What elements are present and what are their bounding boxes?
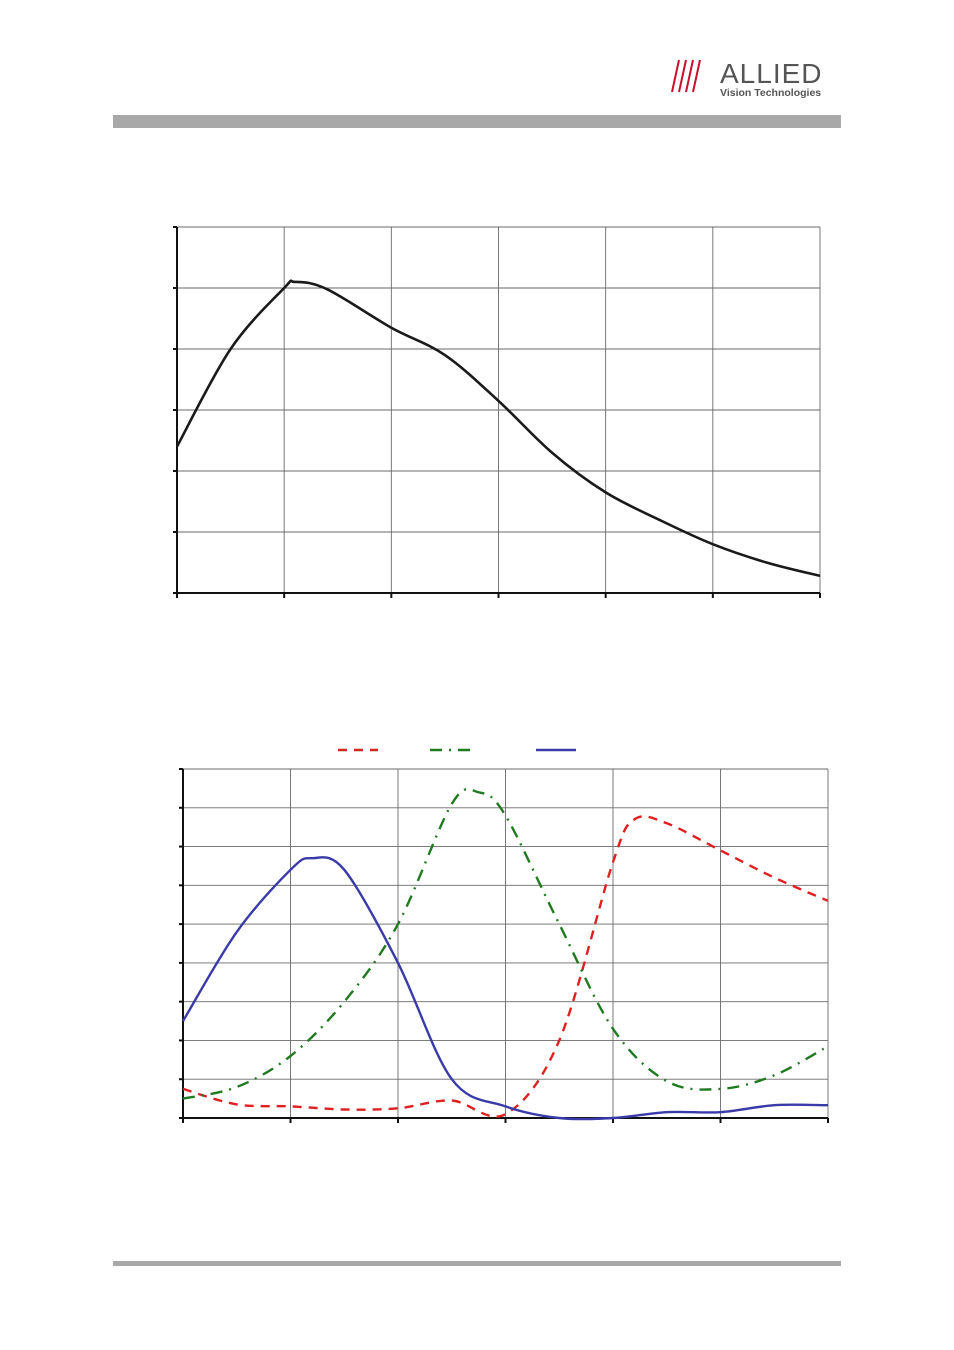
axes — [173, 226, 821, 598]
brand-tagline: Vision Technologies — [720, 87, 821, 99]
footer-divider — [113, 1261, 841, 1266]
series-line-2 — [181, 856, 829, 1121]
slash-marks-icon — [671, 59, 701, 93]
header-divider — [113, 115, 841, 128]
axes — [179, 768, 829, 1123]
brand-name: ALLIED — [720, 58, 823, 89]
series-line-0 — [175, 279, 821, 578]
series-line-1 — [182, 787, 829, 1100]
allied-logo: ALLIED Vision Technologies — [662, 56, 842, 104]
gridlines — [182, 768, 829, 1119]
series-line-0 — [182, 815, 829, 1118]
